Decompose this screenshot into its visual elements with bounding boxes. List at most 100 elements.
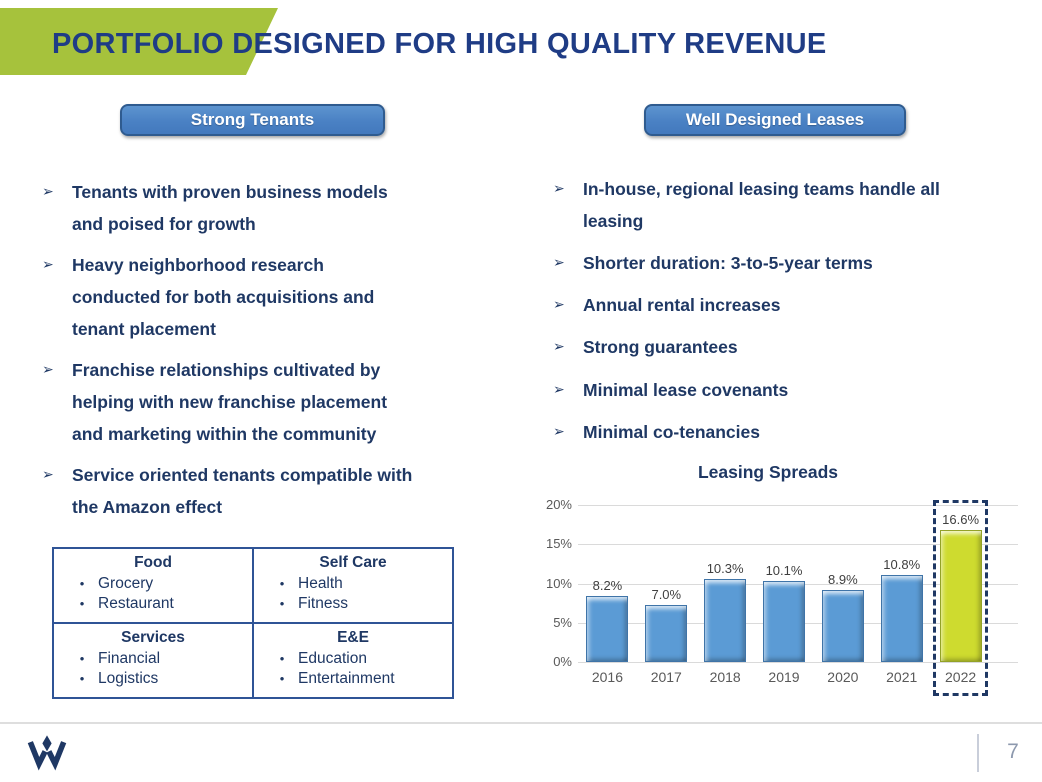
arrow-bullet-icon: ➢ [553,381,565,398]
bar-group-2018: 10.3% 2018 [696,505,755,692]
bullet-text: Annual rental increases [583,295,781,316]
bar-group-2019: 10.1% 2019 [755,505,814,692]
bullet-text: Tenants with proven business models and … [72,182,388,235]
dot-bullet-icon: • [279,596,285,612]
table-item: • Fitness [266,594,452,614]
dot-bullet-icon: • [279,576,285,591]
y-axis-tick-label: 10% [545,575,572,591]
gridline [578,544,1018,546]
bullet-item: ➢ Strong guarantees [553,331,985,363]
tenant-category-table: Food • Grocery • Restaurant Self Care • Health •… [52,547,454,699]
leasing-spreads-chart: Leasing Spreads 8.2% 2016 7.0% 2017 10.3% 201… [538,462,1042,702]
arrow-bullet-icon: ➢ [42,362,54,379]
y-axis-tick-label: 20% [545,497,572,512]
x-axis-category-label: 2016 [591,669,623,685]
bullet-text: Service oriented tenants compatible with… [72,465,413,518]
bar-data-label: 8.9% [828,572,858,588]
table-item: • Financial [66,649,252,669]
bullet-item: ➢ In-house, regional leasing teams handle… [553,173,985,237]
bar [645,605,688,662]
table-cell: Services • Financial • Logistics [53,623,253,698]
x-axis-category-label: 2018 [709,669,741,685]
dot-bullet-icon: • [79,576,85,591]
bullet-item: ➢ Annual rental increases [553,289,985,321]
bullet-item: ➢ Heavy neighborhood research conducted f… [42,249,417,345]
table-item-text: Fitness [298,595,348,613]
bar-group-2022: 16.6% 2022 [931,500,990,696]
bar [704,579,747,662]
table-item: • Logistics [66,669,252,689]
brand-logo [27,735,67,771]
bullet-item: ➢ Tenants with proven business models and… [42,176,417,240]
table-cell-header: Food [134,554,172,571]
table-item: • Entertainment [266,669,452,689]
table-item: • Restaurant [66,594,252,614]
y-axis-tick-label: 5% [553,614,572,630]
dot-bullet-icon: • [79,671,85,687]
table-item-text: Entertainment [298,670,395,688]
table-cell-items: • Health • Fitness [254,574,452,615]
table-item-text: Education [298,650,367,667]
y-axis-tick-label: 0% [553,654,572,669]
table-item-text: Financial [98,650,161,667]
table-item: • Grocery [66,574,252,594]
bar-group-2017: 7.0% 2017 [637,505,696,692]
table-item-text: Logistics [98,670,159,688]
bar-highlighted [939,529,982,662]
bar-series: 8.2% 2016 7.0% 2017 10.3% 2018 10.1% 2019 8.9% 20… [578,500,990,696]
page-number-divider [977,734,979,772]
dot-bullet-icon: • [79,651,85,666]
table-item: • Health [266,574,452,594]
x-axis-category-label: 2021 [886,669,918,685]
bullet-text: Minimal lease covenants [583,379,789,400]
table-cell: Food • Grocery • Restaurant [53,548,253,623]
bullet-text: Minimal co-tenancies [583,421,760,442]
dot-bullet-icon: • [279,671,285,687]
gridline [578,505,1018,506]
bullet-text: Franchise relationships cultivated by he… [72,360,388,445]
chart-title: Leasing Spreads [697,462,839,482]
table-cell-items: • Grocery • Restaurant [54,574,252,615]
bullet-text: Heavy neighborhood research conducted fo… [72,255,375,340]
bar-data-label: 10.1% [765,562,803,578]
table-cell: Self Care • Health • Fitness [253,548,453,623]
bar-data-label: 10.8% [883,557,921,573]
bullet-item: ➢ Shorter duration: 3-to-5-year terms [553,247,985,279]
bullet-text: Strong guarantees [583,337,738,358]
page-number: 7 [1007,740,1019,763]
green-accent-banner [0,8,278,75]
gridline [578,662,1018,663]
bar [763,580,805,662]
strong-tenants-bullet-list: ➢ Tenants with proven business models and… [42,176,417,532]
arrow-bullet-icon: ➢ [553,339,565,356]
table-item: • Education [266,649,452,669]
bar-data-label: 8.2% [592,577,623,593]
bullet-text: Shorter duration: 3-to-5-year terms [583,253,873,274]
bar-data-label: 16.6% [942,511,980,527]
table-cell-header: Services [121,629,185,646]
arrow-bullet-icon: ➢ [42,184,54,200]
bullet-item: ➢ Service oriented tenants compatible wit… [42,459,417,523]
dot-bullet-icon: • [79,596,85,612]
x-axis-category-label: 2022 [945,669,977,685]
arrow-bullet-icon: ➢ [42,467,54,484]
bar-data-label: 7.0% [651,587,682,603]
arrow-bullet-icon: ➢ [42,257,54,274]
bullet-text: In-house, regional leasing teams handle … [583,179,940,232]
x-axis-category-label: 2020 [827,669,859,685]
table-item-text: Restaurant [98,595,174,613]
bar-data-label: 10.3% [706,561,744,577]
y-axis-tick-label: 15% [545,536,572,552]
section-header-well-designed-leases: Well Designed Leases [644,104,906,136]
bar-group-2020: 8.9% 2020 [813,505,872,692]
section-header-strong-tenants: Strong Tenants [120,104,385,136]
footer-divider-line [0,722,1042,724]
bar [880,575,923,662]
bar-group-2021: 10.8% 2021 [872,505,931,692]
table-item-text: Grocery [98,575,154,592]
arrow-bullet-icon: ➢ [553,181,565,197]
x-axis-category-label: 2019 [768,669,800,685]
arrow-bullet-icon: ➢ [553,255,565,272]
bullet-item: ➢ Minimal co-tenancies [553,416,985,448]
bullet-item: ➢ Minimal lease covenants [553,374,985,406]
